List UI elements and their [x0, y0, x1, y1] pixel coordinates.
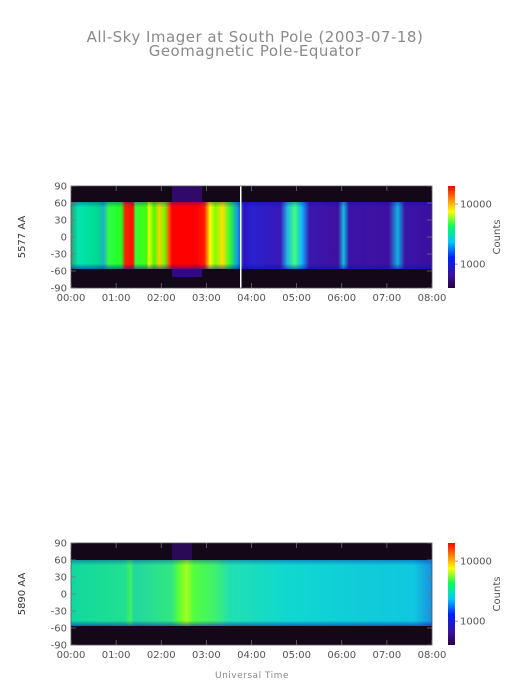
panel-5577-ytick-label: 0 [61, 233, 67, 244]
panel-5577-xtick-label: 02:00 [147, 293, 176, 304]
panel-5577-colorbar [448, 186, 455, 288]
panel-5577-colorbar-tick-label: 10000 [460, 200, 492, 211]
panel-5577-xtick-label: 05:00 [282, 293, 311, 304]
panel-5890-colorbar-tick-label: 10000 [460, 557, 492, 568]
panel-5577-colorbar-tick-label: 1000 [460, 260, 485, 271]
panel-5577-xtick-label: 01:00 [102, 293, 131, 304]
panel-5577: 90 60 30 0 -30 -60 -90 00:00 01:00 02:00 03:00 04:… [17, 182, 503, 305]
panel-5890-xtick-label: 06:00 [327, 650, 356, 661]
panel-5577-xtick-label: 04:00 [237, 293, 266, 304]
panel-5577-ytick-label: -60 [51, 267, 67, 278]
panel-5577-xtick-label: 08:00 [418, 293, 447, 304]
panel-5577-xtick-label: 07:00 [372, 293, 401, 304]
panel-5890-xtick-label: 01:00 [102, 650, 131, 661]
panel-5890-ytick-label: -30 [51, 607, 67, 618]
panel-5890-xtick-label: 05:00 [282, 650, 311, 661]
panel-5577-ytick-label: 60 [54, 199, 67, 210]
panel-5890-colorbar [448, 543, 455, 645]
panel-5890-xtick-label: 08:00 [418, 650, 447, 661]
panel-5890-ytick-label: -60 [51, 624, 67, 635]
panel-5890-edge-shade [71, 560, 432, 626]
panel-5890-xtick-label: 00:00 [57, 650, 86, 661]
panel-5577-xtick-label: 06:00 [327, 293, 356, 304]
panel-5890-upper-glow [172, 543, 192, 560]
panel-5577-edge-shade [71, 202, 432, 269]
panel-5577-xtick-label: 03:00 [192, 293, 221, 304]
panel-5890-ytick-label: 30 [54, 573, 67, 584]
panel-5890-xtick-label: 04:00 [237, 650, 266, 661]
panel-5577-ylabel: 5577 AA [17, 216, 28, 259]
panel-5577-ytick-label: -30 [51, 250, 67, 261]
panel-5890-xtick-label: 03:00 [192, 650, 221, 661]
figure-title: All-Sky Imager at South Pole (2003-07-18… [87, 28, 424, 46]
panel-5577-colorbar-label: Counts [492, 220, 503, 255]
panel-5577-ytick-label: -90 [51, 284, 67, 295]
panel-5890-ytick-label: 90 [54, 539, 67, 550]
x-axis-title: Universal Time [215, 671, 289, 680]
panel-5577-data-gap [240, 186, 242, 288]
panel-5577-upper-glow [172, 186, 202, 202]
panel-5890-ytick-label: 0 [61, 590, 67, 601]
panel-5577-xtick-label: 00:00 [57, 293, 86, 304]
panel-5890-xtick-label: 02:00 [147, 650, 176, 661]
panel-5890-colorbar-label: Counts [492, 577, 503, 612]
panel-5890-xtick-label: 07:00 [372, 650, 401, 661]
panel-5577-lower-glow [172, 269, 202, 277]
panel-5577-ytick-label: 90 [54, 182, 67, 193]
panel-5577-ytick-label: 30 [54, 216, 67, 227]
figure-subtitle: Geomagnetic Pole-Equator [149, 42, 362, 60]
panel-5890-ylabel: 5890 AA [17, 573, 28, 616]
panel-5890-ytick-label: 60 [54, 556, 67, 567]
panel-5890: 90 60 30 0 -30 -60 -90 00:00 01:00 02:00 03:00 04:… [17, 539, 503, 662]
panel-5890-ytick-label: -90 [51, 641, 67, 652]
panel-5890-colorbar-tick-label: 1000 [460, 617, 485, 628]
